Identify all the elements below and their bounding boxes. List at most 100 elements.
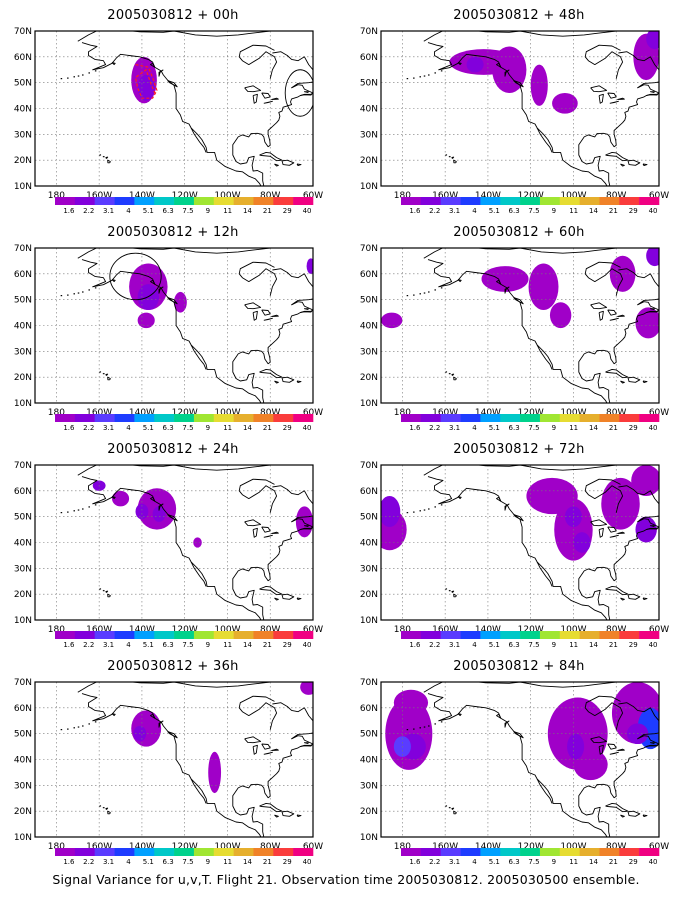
lat-tick-label: 40N <box>14 756 32 766</box>
colorbar-label: 14 <box>589 641 598 649</box>
colorbar-label: 5.1 <box>143 424 154 432</box>
coastlines <box>406 248 659 403</box>
variance-region <box>528 263 559 310</box>
lat-tick-label: 60N <box>360 53 378 63</box>
lon-tick-label: 180 <box>394 842 411 852</box>
lon-tick-label: 140W <box>129 625 155 635</box>
variance-region <box>492 46 527 93</box>
colorbar-label: 9 <box>552 207 556 215</box>
colorbar-label: 14 <box>243 641 252 649</box>
colorbar-swatch <box>480 631 501 639</box>
lon-tick-label: 60W <box>303 191 323 201</box>
lon-tick-label: 80W <box>606 191 626 201</box>
colorbar-swatch <box>213 197 234 205</box>
colorbar-label: 1.6 <box>63 207 75 215</box>
colorbar-label: 9 <box>206 424 210 432</box>
lon-tick-label: 180 <box>48 191 65 201</box>
coastlines <box>60 682 313 837</box>
colorbar-swatch <box>293 631 314 639</box>
lat-tick-label: 30N <box>14 564 32 574</box>
colorbar-label: 14 <box>243 207 252 215</box>
lat-tick-label: 40N <box>360 539 378 549</box>
lon-tick-label: 100W <box>214 191 240 201</box>
lat-tick-label: 60N <box>14 270 32 280</box>
colorbar-label: 5.1 <box>143 641 154 649</box>
lon-tick-label: 180 <box>394 625 411 635</box>
colorbar-swatch <box>253 631 274 639</box>
variance-region <box>111 490 130 507</box>
figure-caption: Signal Variance for u,v,T. Flight 21. Ob… <box>52 872 640 887</box>
lat-tick-label: 30N <box>360 130 378 140</box>
colorbar-swatch <box>233 848 254 856</box>
colorbar-label: 6.3 <box>509 424 520 432</box>
map-plot: 70N 60N 50N 40N 30N 20N 10N 180 160W 140W 120W 100W… <box>14 461 323 649</box>
colorbar <box>401 848 660 856</box>
lon-tick-label: 120W <box>172 842 198 852</box>
panel-title: 2005030812 + 00h <box>107 8 239 23</box>
coastlines <box>60 465 313 620</box>
colorbar-label: 6.3 <box>163 858 174 866</box>
lon-tick-label: 120W <box>172 625 198 635</box>
lat-tick-label: 10N <box>14 833 32 843</box>
lon-tick-label: 60W <box>649 625 669 635</box>
lat-tick-label: 50N <box>360 79 378 89</box>
colorbar-label: 29 <box>629 858 638 866</box>
variance-region <box>466 56 484 73</box>
lat-tick-label: 70N <box>14 461 32 471</box>
colorbar-swatch <box>74 631 95 639</box>
colorbar-swatch <box>559 197 580 205</box>
colorbar-label: 3.1 <box>103 641 114 649</box>
colorbar-label: 1.6 <box>63 424 75 432</box>
lon-tick-label: 80W <box>606 625 626 635</box>
colorbar-swatch <box>94 848 115 856</box>
lon-tick-label: 60W <box>649 191 669 201</box>
colorbar-swatch <box>520 631 541 639</box>
variance-region <box>306 258 313 274</box>
colorbar-label: 11 <box>223 858 232 866</box>
colorbar-label: 7.5 <box>528 641 539 649</box>
lon-tick-label: 120W <box>172 191 198 201</box>
map-plot: 70N 60N 50N 40N 30N 20N 10N 180 160W 140W 120W 100W… <box>360 678 669 866</box>
variance-region <box>137 74 155 101</box>
colorbar-label: 2.2 <box>429 424 440 432</box>
colorbar-label: 5.1 <box>489 424 500 432</box>
variance-region <box>300 682 313 695</box>
colorbar-swatch <box>213 848 234 856</box>
lat-tick-label: 50N <box>14 79 32 89</box>
colorbar-label: 3.1 <box>449 207 460 215</box>
colorbar-swatch <box>74 414 95 422</box>
colorbar-swatch <box>174 414 195 422</box>
lat-tick-label: 50N <box>360 296 378 306</box>
map-plot: 70N 60N 50N 40N 30N 20N 10N 180 160W 140W 120W 100W… <box>14 244 323 432</box>
lat-tick-label: 50N <box>14 513 32 523</box>
colorbar-label: 1.6 <box>409 424 421 432</box>
lat-tick-label: 20N <box>14 590 32 600</box>
colorbar-label: 7.5 <box>528 207 539 215</box>
colorbar-label: 1.6 <box>63 858 75 866</box>
lat-tick-label: 20N <box>14 373 32 383</box>
colorbar-label: 3.1 <box>103 207 114 215</box>
colorbar-label: 2.2 <box>83 424 94 432</box>
colorbar <box>55 848 314 856</box>
colorbar-swatch <box>460 197 481 205</box>
lat-tick-label: 10N <box>360 616 378 626</box>
colorbar-swatch <box>579 414 600 422</box>
lat-tick-label: 40N <box>14 322 32 332</box>
lon-tick-label: 180 <box>394 191 411 201</box>
colorbar-swatch <box>420 197 441 205</box>
region-circle <box>109 252 162 301</box>
colorbar-swatch <box>55 197 76 205</box>
lon-tick-label: 80W <box>606 842 626 852</box>
colorbar-swatch <box>273 848 294 856</box>
colorbar-label: 5.1 <box>489 641 500 649</box>
colorbar <box>55 631 314 639</box>
colorbar-swatch <box>293 848 314 856</box>
colorbar-swatch <box>213 414 234 422</box>
colorbar-label: 29 <box>283 424 292 432</box>
colorbar-swatch <box>500 631 521 639</box>
lon-tick-label: 160W <box>432 625 458 635</box>
lat-tick-label: 20N <box>360 590 378 600</box>
colorbar-label: 5.1 <box>489 858 500 866</box>
colorbar-label: 40 <box>649 858 658 866</box>
map-panel: 2005030812 + 00h 70N 60N 50N 40N 30N 20N 10N 180… <box>0 0 346 225</box>
